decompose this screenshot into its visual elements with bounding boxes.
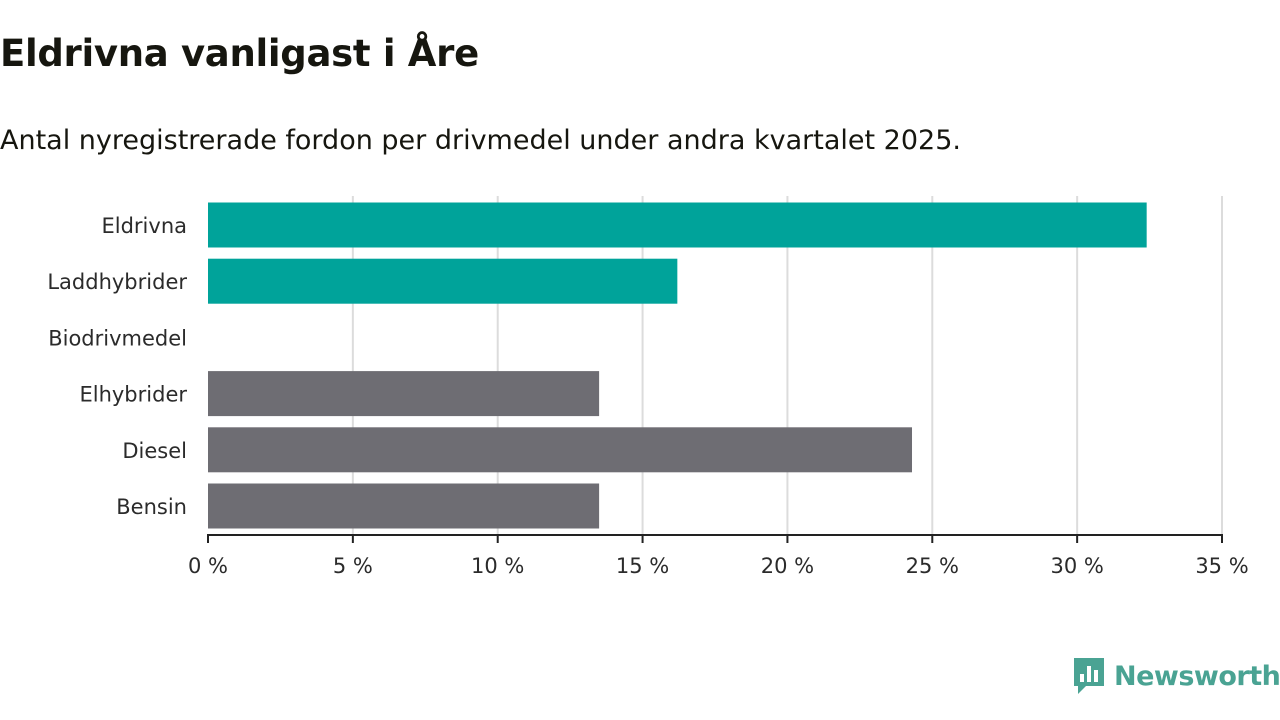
bar [208,202,1147,248]
x-tick-label: 30 % [1050,554,1103,578]
x-tick-label: 35 % [1195,554,1248,578]
category-label: Bensin [116,495,187,519]
chart-subtitle: Antal nyregistrerade fordon per drivmede… [0,125,961,156]
bar [208,371,600,417]
bar [208,258,678,304]
bar [208,427,913,473]
category-label: Diesel [122,439,187,463]
x-tick-label: 20 % [761,554,814,578]
bar-chart-speech-bubble-icon [1074,658,1104,694]
x-tick-label: 5 % [333,554,373,578]
x-tick-label: 15 % [616,554,669,578]
bar [208,483,600,529]
category-label: Eldrivna [101,214,187,238]
category-label: Biodrivmedel [48,326,187,350]
category-label: Laddhybrider [47,270,187,294]
x-tick-label: 10 % [471,554,524,578]
newsworthy-logo: Newsworthy [1072,656,1280,696]
logo-text: Newsworthy [1114,660,1280,692]
x-tick-label: 25 % [906,554,959,578]
x-tick-label: 0 % [188,554,228,578]
category-label: Elhybrider [79,383,187,407]
chart-title: Eldrivna vanligast i Åre [0,32,479,75]
